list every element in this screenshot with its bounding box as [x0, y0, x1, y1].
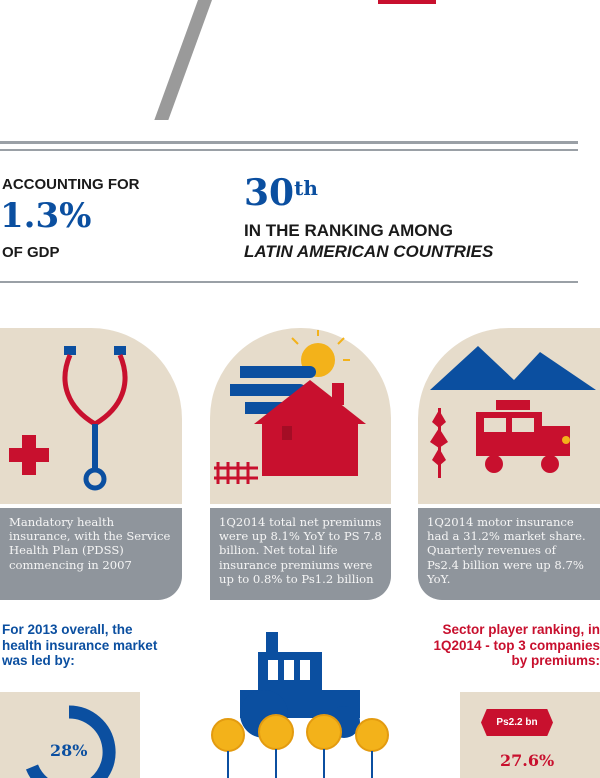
donut-chart: [25, 705, 116, 778]
sector-ranking-note: Sector player ranking, in 1Q2014 - top 3…: [433, 622, 600, 668]
caption-property: 1Q2014 total net premiums were up 8.1% Y…: [210, 508, 391, 600]
gdp-percent: 1.3%: [0, 196, 92, 236]
caption-health: Mandatory health insurance, with the Ser…: [0, 508, 182, 600]
diagonal-stroke: [154, 0, 212, 120]
divider-middle: [0, 281, 578, 283]
divider-top-thin: [0, 149, 578, 151]
ranking-number: 30th: [244, 172, 318, 214]
premium-badge: Ps2.2 bn: [481, 709, 553, 736]
ranking-number-value: 30: [244, 172, 295, 214]
jeep-icon: [430, 346, 596, 478]
gdp-accounting-label: ACCOUNTING FOR: [2, 176, 140, 193]
caption-motor: 1Q2014 motor insurance had a 31.2% marke…: [418, 508, 600, 600]
ranking-line2: LATIN AMERICAN COUNTRIES: [244, 242, 494, 261]
ranking-suffix: th: [294, 176, 318, 200]
house-icon: [214, 330, 366, 484]
tractor-icon: [211, 632, 389, 778]
ranking-line1: IN THE RANKING AMONG: [244, 221, 454, 240]
ranking-percent-label: 27.6%: [500, 751, 555, 770]
donut-percent-label: 28%: [50, 741, 88, 760]
stethoscope-icon: [9, 346, 128, 491]
red-tab-accent: [378, 0, 436, 4]
gdp-of-label: OF GDP: [2, 244, 60, 261]
health-market-note: For 2013 overall, the health insurance m…: [2, 622, 158, 668]
divider-top: [0, 141, 578, 144]
